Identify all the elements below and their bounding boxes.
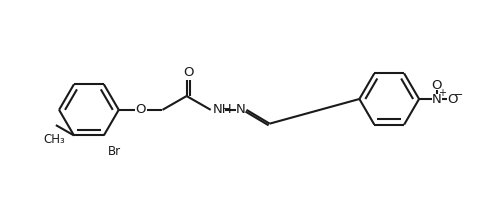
Text: O: O <box>183 66 194 79</box>
Text: O: O <box>448 93 458 107</box>
Text: N: N <box>236 103 246 116</box>
Text: N: N <box>432 92 442 106</box>
Text: Br: Br <box>108 145 121 158</box>
Text: O: O <box>136 103 146 116</box>
Text: O: O <box>432 79 442 92</box>
Text: NH: NH <box>212 103 233 116</box>
Text: −: − <box>454 90 464 100</box>
Text: CH₃: CH₃ <box>43 133 65 146</box>
Text: +: + <box>438 88 446 98</box>
